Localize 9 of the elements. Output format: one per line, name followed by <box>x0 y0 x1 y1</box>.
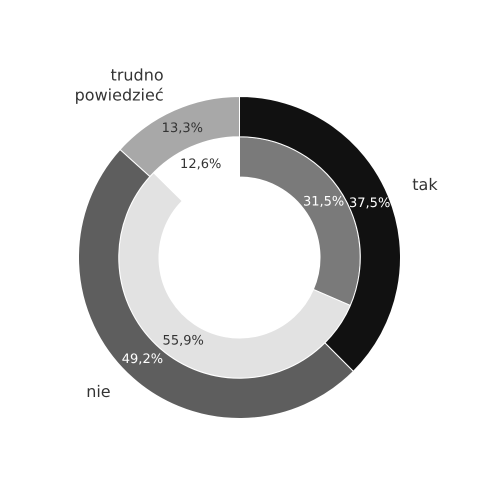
slice-label: tak <box>412 175 438 194</box>
slice-label: nie <box>86 382 111 402</box>
data-label: 12,6% <box>180 157 222 172</box>
data-label: 37,5% <box>348 196 390 211</box>
data-label: 49,2% <box>122 352 164 367</box>
slice-label: trudno powiedzieć <box>74 66 164 105</box>
data-label: 13,3% <box>162 121 203 136</box>
data-label: 55,9% <box>162 333 204 348</box>
data-label: 31,5% <box>302 194 344 210</box>
